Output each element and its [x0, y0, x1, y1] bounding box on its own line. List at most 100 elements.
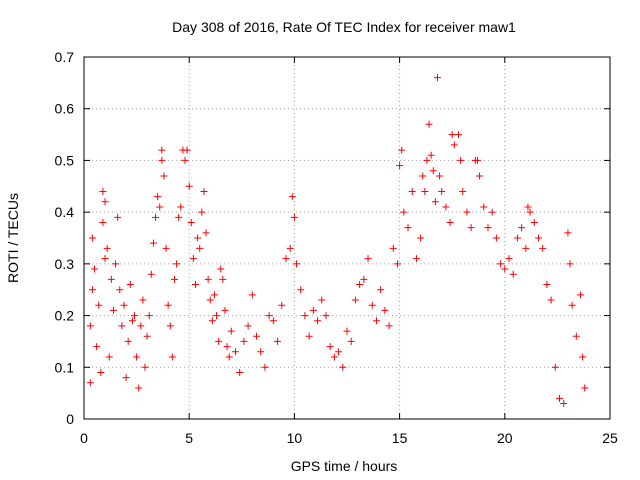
x-tick-label: 25	[602, 430, 618, 446]
data-point	[257, 348, 265, 356]
data-point	[158, 146, 166, 154]
x-tick-label: 0	[80, 430, 88, 446]
data-point	[194, 234, 202, 242]
data-point	[217, 265, 225, 273]
data-point	[133, 353, 141, 361]
data-point	[566, 260, 574, 268]
data-point	[417, 234, 425, 242]
data-point	[509, 270, 517, 278]
data-point	[189, 255, 197, 263]
data-point	[198, 208, 206, 216]
data-point	[168, 353, 176, 361]
data-point	[301, 312, 309, 320]
data-point	[265, 312, 273, 320]
data-point	[408, 187, 416, 195]
data-point	[278, 301, 286, 309]
data-point	[305, 332, 313, 340]
data-point	[314, 317, 322, 325]
data-point	[293, 260, 301, 268]
data-point	[436, 172, 444, 180]
data-point	[543, 281, 551, 289]
data-point	[141, 363, 149, 371]
x-tick-label: 20	[497, 430, 513, 446]
y-axis-title: ROTI / TECUs	[5, 193, 21, 283]
data-point	[139, 296, 147, 304]
data-point	[261, 363, 269, 371]
data-point	[419, 172, 427, 180]
x-tick-label: 10	[287, 430, 303, 446]
data-point	[579, 353, 587, 361]
data-point	[467, 224, 475, 232]
data-point	[364, 255, 372, 263]
data-point	[109, 306, 117, 314]
data-point	[99, 187, 107, 195]
data-point	[166, 322, 174, 330]
data-point	[86, 379, 94, 387]
data-point	[223, 343, 231, 351]
data-point	[450, 141, 458, 149]
data-point	[360, 275, 368, 283]
data-point	[187, 218, 195, 226]
data-point	[577, 291, 585, 299]
data-point	[423, 156, 431, 164]
data-point	[86, 322, 94, 330]
y-tick-label: 0.7	[55, 49, 75, 65]
data-point	[372, 317, 380, 325]
x-axis-ticks: 0 5 10 15 20 25	[80, 57, 618, 446]
data-point	[244, 322, 252, 330]
data-point	[568, 301, 576, 309]
data-point	[377, 286, 385, 294]
data-point	[192, 281, 200, 289]
data-point	[196, 244, 204, 252]
data-point	[158, 156, 166, 164]
x-axis-title: GPS time / hours	[291, 458, 398, 474]
data-point	[116, 286, 124, 294]
data-point	[154, 193, 162, 201]
data-point	[347, 337, 355, 345]
data-point	[318, 296, 326, 304]
data-point	[297, 286, 305, 294]
data-point	[547, 296, 555, 304]
y-tick-label: 0.6	[55, 101, 75, 117]
data-point	[183, 146, 191, 154]
data-point	[309, 306, 317, 314]
data-point	[421, 187, 429, 195]
data-point	[143, 332, 151, 340]
data-point	[551, 363, 559, 371]
data-point	[286, 244, 294, 252]
data-point	[240, 337, 248, 345]
data-point	[231, 348, 239, 356]
data-point	[539, 244, 547, 252]
data-point	[210, 291, 218, 299]
data-point	[145, 312, 153, 320]
data-point	[269, 317, 277, 325]
chart-title: Day 308 of 2016, Rate Of TEC Index for r…	[172, 19, 516, 35]
data-point	[173, 260, 181, 268]
data-point	[556, 394, 564, 402]
data-point	[389, 244, 397, 252]
data-point	[253, 332, 261, 340]
data-point	[412, 255, 420, 263]
data-point	[97, 368, 105, 376]
data-point	[128, 317, 136, 325]
data-point	[429, 167, 437, 175]
data-point	[335, 348, 343, 356]
data-point	[339, 363, 347, 371]
data-point	[147, 270, 155, 278]
data-point	[425, 120, 433, 128]
data-point	[476, 172, 484, 180]
data-point	[433, 74, 441, 82]
data-point	[236, 368, 244, 376]
data-point	[91, 265, 99, 273]
data-point	[93, 343, 101, 351]
data-point	[149, 239, 157, 247]
data-point	[124, 337, 132, 345]
data-point	[156, 203, 164, 211]
grid-lines	[84, 57, 610, 419]
plot-area-frame	[83, 56, 611, 420]
data-point	[160, 172, 168, 180]
data-point	[208, 317, 216, 325]
data-point	[181, 156, 189, 164]
data-point	[518, 224, 526, 232]
data-point	[442, 203, 450, 211]
